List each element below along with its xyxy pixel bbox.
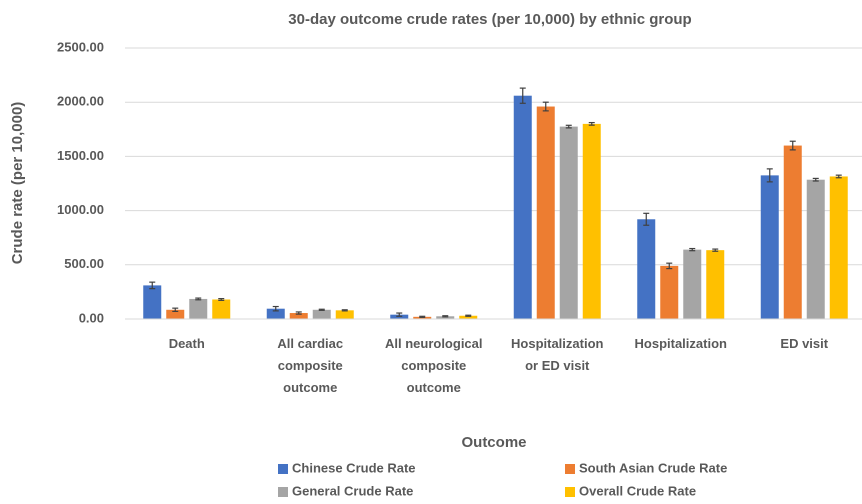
bar: [513, 95, 532, 319]
legend-label: General Crude Rate: [292, 483, 413, 498]
bar: [559, 126, 578, 319]
bar: [312, 309, 331, 319]
error-bar: [442, 315, 449, 318]
error-bar: [172, 307, 179, 313]
x-tick-label: Death: [168, 336, 205, 351]
error-bar: [419, 315, 426, 318]
bar: [143, 285, 162, 319]
legend-label: Chinese Crude Rate: [292, 460, 416, 475]
bar: [706, 250, 725, 319]
bar: [760, 175, 779, 319]
y-axis-label: Crude rate (per 10,000): [9, 102, 26, 265]
y-tick-label: 2500.00: [57, 39, 104, 54]
x-tick-label: All cardiac composite outcome: [277, 336, 344, 395]
error-bar: [519, 87, 526, 104]
bar: [189, 298, 208, 319]
chart-title: 30-day outcome crude rates (per 10,000) …: [288, 11, 691, 28]
bar: [166, 309, 185, 319]
bar: [536, 106, 555, 319]
legend-swatch: [278, 487, 288, 497]
error-bar: [218, 298, 225, 301]
bar: [683, 249, 702, 319]
error-bar: [149, 281, 156, 290]
bar: [266, 308, 285, 319]
error-bar: [272, 305, 279, 312]
y-tick-label: 1500.00: [57, 148, 104, 163]
error-bar: [295, 311, 302, 315]
legend-label: South Asian Crude Rate: [579, 460, 727, 475]
error-bar: [789, 140, 796, 151]
bar: [806, 179, 825, 319]
bar: [660, 265, 679, 319]
error-bar: [643, 212, 650, 226]
x-tick-label: ED visit: [780, 336, 829, 351]
error-bar: [465, 314, 472, 317]
legend-swatch: [278, 464, 288, 474]
legend-swatch: [565, 487, 575, 497]
y-tick-label: 1000.00: [57, 202, 104, 217]
bar: [783, 145, 802, 319]
error-bar: [812, 177, 819, 182]
error-bar: [712, 248, 719, 252]
error-bar: [588, 121, 595, 126]
bar: [459, 315, 478, 319]
bar: [289, 313, 308, 319]
bar: [335, 310, 354, 319]
error-bar: [666, 262, 673, 270]
legend-label: Overall Crude Rate: [579, 483, 696, 498]
bar: [212, 299, 231, 319]
x-axis-label: Outcome: [461, 434, 526, 451]
error-bar: [766, 168, 773, 183]
error-bar: [318, 308, 325, 311]
bar: [637, 219, 656, 319]
y-tick-label: 2000.00: [57, 94, 104, 109]
bar: [829, 176, 848, 319]
legend-swatch: [565, 464, 575, 474]
y-tick-label: 500.00: [64, 256, 104, 271]
error-bar: [341, 309, 348, 312]
error-bar: [396, 312, 403, 317]
bar: [436, 316, 455, 319]
x-tick-label: Hospitalization or ED visit: [511, 336, 604, 373]
error-bar: [565, 124, 572, 129]
y-tick-label: 0.00: [79, 310, 104, 325]
error-bar: [542, 101, 549, 112]
bar: [582, 123, 601, 319]
error-bar: [689, 247, 696, 252]
x-tick-label: Hospitalization: [634, 336, 727, 351]
error-bar: [195, 297, 202, 301]
error-bar: [835, 174, 842, 179]
x-tick-label: All neurological composite outcome: [384, 336, 483, 395]
